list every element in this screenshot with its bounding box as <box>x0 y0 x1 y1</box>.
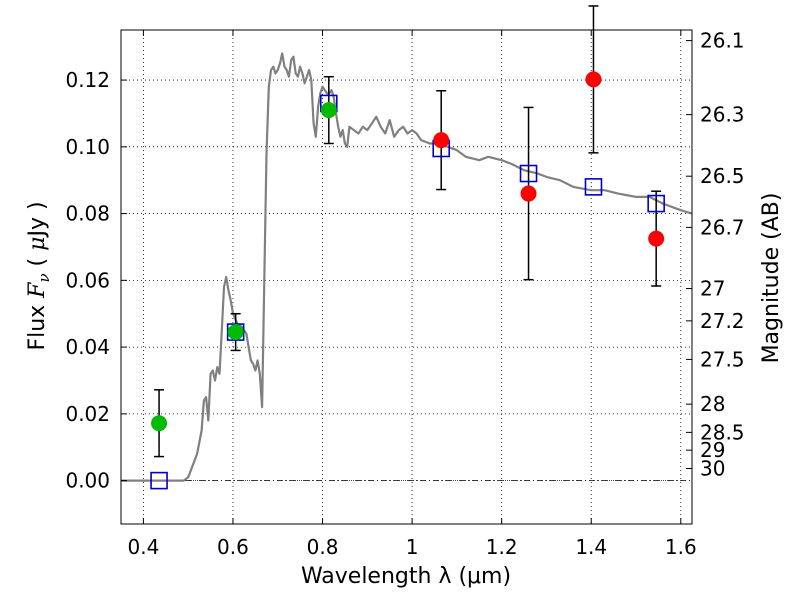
mag-tick-label: 28 <box>700 392 725 416</box>
mag-tick-label: 29 <box>700 438 725 462</box>
x-tick-label: 0.8 <box>307 535 339 559</box>
x-tick-label: 1.4 <box>575 535 607 559</box>
model-square-marker <box>584 178 603 196</box>
axis-ticks <box>121 30 692 524</box>
infrared-data-point <box>520 185 537 202</box>
y-tick-label: 0.06 <box>65 268 110 292</box>
y-axis-label: Flux Fν ( μJy ) <box>25 201 53 350</box>
y-tick-label: 0.12 <box>65 68 110 92</box>
y-tick-label: 0.00 <box>65 469 110 493</box>
infrared-data-point <box>433 132 450 149</box>
mag-tick-label: 30 <box>700 456 725 480</box>
x-tick-label: 0.6 <box>217 535 249 559</box>
infrared-data-point <box>648 230 665 247</box>
optical-data-point <box>227 324 244 341</box>
y2-axis-label: Magnitude (AB) <box>759 193 784 364</box>
mag-tick-label: 27.2 <box>700 309 745 333</box>
mag-tick-label: 27 <box>700 277 725 301</box>
mag-tick-label: 26.1 <box>700 29 745 53</box>
mag-tick-label: 26.7 <box>700 215 745 239</box>
observed-photometry-layer <box>151 71 665 432</box>
model-square-marker <box>519 164 538 183</box>
y-axis-label-units-mu: μ <box>25 237 50 251</box>
y-axis-label-units-open: ( <box>25 251 50 274</box>
model-square-marker <box>647 194 665 213</box>
x-tick-label: 1.2 <box>486 535 518 559</box>
plot-frame <box>120 29 693 525</box>
model-square-marker <box>150 471 168 490</box>
y-tick-label: 0.08 <box>65 202 110 226</box>
errorbars-layer <box>154 5 662 458</box>
mag-tick-label: 26.3 <box>700 103 745 127</box>
y-tick-label: 0.02 <box>65 402 110 426</box>
infrared-data-point <box>585 71 602 88</box>
x-tick-labels: 0.4 0.6 0.8 1 1.2 1.4 1.6 <box>127 535 696 559</box>
x-tick-label: 1 <box>406 535 419 559</box>
x-tick-label: 0.4 <box>127 535 159 559</box>
template-spectrum-layer <box>121 52 693 482</box>
mag-tick-label: 26.5 <box>700 164 745 188</box>
optical-data-point <box>320 102 337 119</box>
mag-tick-label: 28.5 <box>700 420 745 444</box>
y-axis-label-symbol: F <box>25 282 50 299</box>
grid-lines <box>121 30 692 524</box>
optical-data-point <box>151 415 168 432</box>
mag-tick-label: 27.5 <box>700 347 745 371</box>
y-axis-label-subscript: ν <box>35 273 53 282</box>
y-axis-label-units-rest: Jy ) <box>25 201 50 238</box>
template-spectrum-line <box>121 52 693 482</box>
x-tick-label: 1.6 <box>665 535 697 559</box>
y-axis-label-prefix: Flux <box>25 298 50 351</box>
y-tick-label: 0.10 <box>65 135 110 159</box>
x-axis-label: Wavelength λ (μm) <box>301 564 511 589</box>
y-tick-labels: 0.00 0.02 0.04 0.06 0.08 0.10 0.12 <box>65 68 110 493</box>
y-tick-label: 0.04 <box>65 335 110 359</box>
